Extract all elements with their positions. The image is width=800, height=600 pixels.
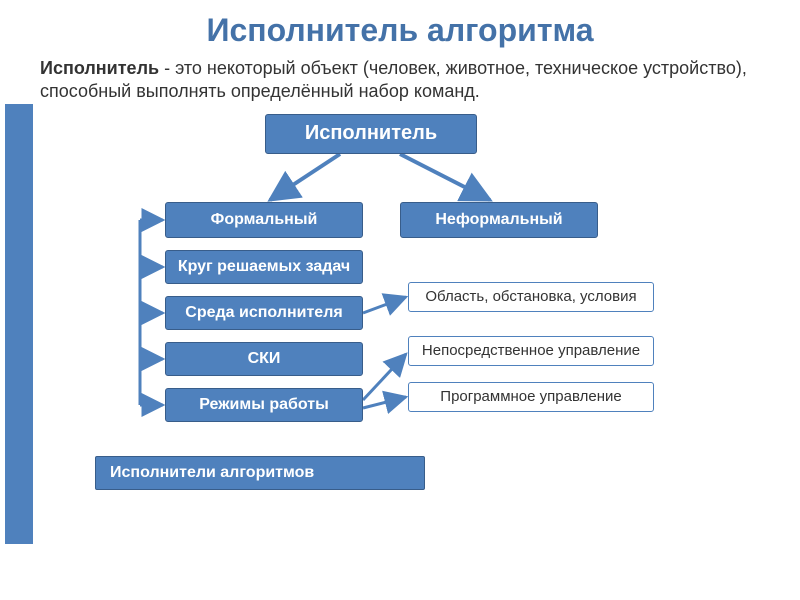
diagram-container: Исполнитель Формальный Неформальный Круг…	[0, 104, 800, 554]
node-informal: Неформальный	[400, 202, 598, 238]
desc-bold: Исполнитель	[40, 58, 159, 78]
node-ski: СКИ	[165, 342, 363, 376]
page-description: Исполнитель - это некоторый объект (чело…	[0, 49, 800, 104]
node-direct: Непосредственное управление	[408, 336, 654, 366]
page-title: Исполнитель алгоритма	[0, 0, 800, 49]
node-formal: Формальный	[165, 202, 363, 238]
node-executor: Исполнитель	[265, 114, 477, 154]
node-tasks: Круг решаемых задач	[165, 250, 363, 284]
node-env: Среда исполнителя	[165, 296, 363, 330]
node-modes: Режимы работы	[165, 388, 363, 422]
node-algo-executors: Исполнители алгоритмов	[95, 456, 425, 490]
node-prog: Программное управление	[408, 382, 654, 412]
node-area: Область, обстановка, условия	[408, 282, 654, 312]
left-accent-bar	[5, 104, 33, 544]
